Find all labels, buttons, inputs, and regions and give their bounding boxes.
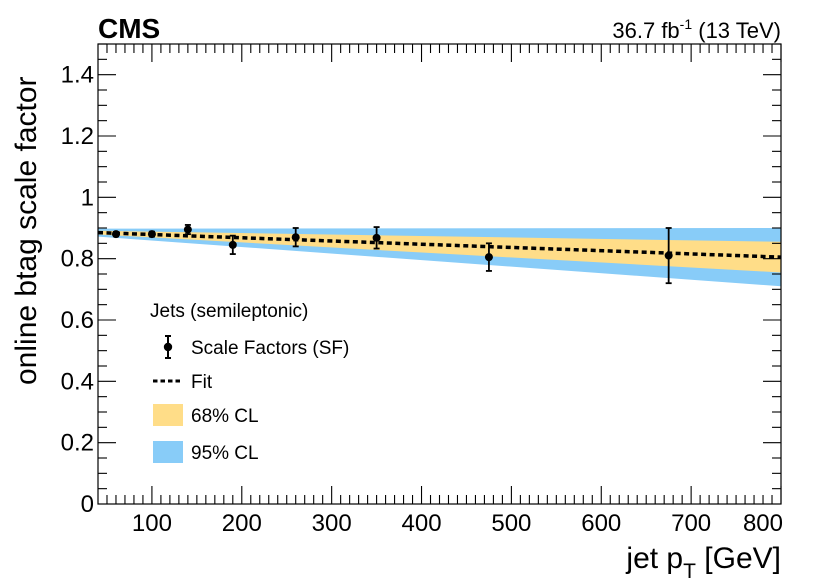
scale-factor-points [111, 224, 673, 285]
sf-point [147, 230, 156, 239]
sf-marker [291, 233, 300, 242]
sf-marker [147, 230, 156, 239]
legend-label-fit: Fit [191, 372, 213, 393]
legend-item-95cl: 95% CL [153, 441, 259, 464]
sf-point [291, 227, 300, 248]
lumi-value: 36.7 fb [612, 18, 679, 43]
y-tick-label: 1.2 [61, 123, 94, 150]
y-tick-label: 0.6 [61, 307, 94, 334]
sf-marker [372, 233, 381, 242]
sf-marker [228, 240, 237, 249]
legend-swatch-68cl [153, 404, 183, 426]
lumi-exponent: -1 [680, 16, 693, 32]
cl-bands [98, 228, 781, 287]
x-tick-label: 700 [671, 510, 711, 537]
y-tick-label: 0.8 [61, 246, 94, 273]
y-tick-label: 0.2 [61, 430, 94, 457]
sf-point [664, 227, 673, 285]
experiment-label: CMS [98, 13, 160, 44]
sf-point [111, 230, 120, 239]
y-tick-label: 1 [81, 184, 94, 211]
x-tick-label: 600 [581, 510, 621, 537]
sf-point [372, 226, 381, 250]
x-tick-label: 300 [312, 510, 352, 537]
sf-point [228, 234, 237, 255]
lumi-energy: (13 TeV) [698, 18, 781, 43]
x-tick-label: 500 [491, 510, 531, 537]
x-tick-label: 400 [402, 510, 442, 537]
legend-item-fit: Fit [153, 372, 213, 393]
x-axis-title-subscript: T [683, 560, 696, 583]
sf-marker [664, 251, 673, 260]
legend-swatch-95cl [153, 441, 183, 463]
sf-point [484, 242, 493, 272]
axis-tick-labels: 0 0.2 0.4 0.6 0.8 1 1.2 1.4 100 200 300 400 500 600 70… [61, 62, 783, 537]
sf-marker [484, 253, 493, 262]
legend-label-95cl: 95% CL [191, 443, 259, 464]
legend-label-sf: Scale Factors (SF) [191, 338, 349, 359]
sf-marker [183, 225, 192, 234]
x-axis-title-unit: [GeV] [704, 542, 781, 575]
y-tick-label: 0.4 [61, 368, 94, 395]
legend-label-68cl: 68% CL [191, 406, 259, 427]
legend-item-68cl: 68% CL [153, 404, 259, 427]
y-tick-label: 0 [81, 491, 94, 518]
lumi-label: 36.7 fb-1 (13 TeV) [612, 16, 781, 43]
sf-marker [111, 230, 120, 239]
legend: Jets (semileptonic) Scale Factors (SF) F… [150, 301, 349, 464]
legend-header: Jets (semileptonic) [150, 301, 308, 322]
x-axis-title-main: jet p [625, 542, 683, 575]
y-tick-label: 1.4 [61, 62, 94, 89]
legend-item-scale-factors: Scale Factors (SF) [163, 335, 349, 359]
x-axis-title: jet pT [GeV] [625, 542, 781, 583]
x-tick-label: 100 [132, 510, 172, 537]
x-tick-label: 800 [743, 510, 783, 537]
x-tick-label: 200 [222, 510, 262, 537]
axis-ticks [98, 43, 782, 505]
band-68-cl [98, 230, 781, 273]
y-axis-title: online btag scale factor [10, 76, 43, 385]
sf-point [183, 224, 192, 236]
legend-marker-sf [163, 342, 173, 352]
